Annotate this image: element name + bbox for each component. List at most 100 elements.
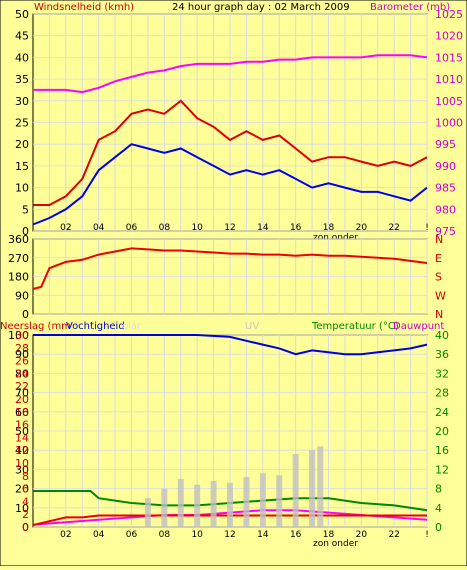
solar-bar bbox=[276, 475, 283, 527]
solar-bar bbox=[144, 498, 151, 527]
x-tick-label: 08 bbox=[159, 530, 171, 540]
y-left-rain-tick-label: 28 bbox=[15, 342, 29, 355]
y-left-tick-label: 45 bbox=[15, 30, 29, 43]
x-tick-label: 18 bbox=[323, 530, 335, 540]
y-left-tick-label: 10 bbox=[15, 502, 29, 515]
y-left-tick-label: 15 bbox=[15, 160, 29, 173]
y-left-tick-label: 180 bbox=[8, 271, 29, 284]
x-tick-label: 22 bbox=[388, 530, 399, 540]
y-left-tick-label: 40 bbox=[15, 51, 29, 64]
y-left-tick-label: 360 bbox=[8, 233, 29, 246]
y-left-rain-tick-label: 24 bbox=[15, 367, 29, 380]
dewpoint-label: Dauwpunt bbox=[393, 321, 444, 332]
solar-bar bbox=[227, 482, 233, 527]
y-left-tick-label: 10 bbox=[15, 182, 29, 195]
y-left-tick-label: 35 bbox=[15, 73, 29, 86]
series-line bbox=[33, 99, 428, 206]
y-right-tick-label: 40 bbox=[435, 329, 449, 342]
y-left-tick-label: 40 bbox=[15, 444, 29, 457]
x-tick-label: 08 bbox=[159, 223, 171, 233]
solar-bar bbox=[243, 477, 250, 527]
y-right-tick-label: N bbox=[435, 308, 443, 321]
y-left-tick-label: 20 bbox=[15, 138, 29, 151]
y-right-tick-label: S bbox=[435, 271, 442, 284]
y-right-tick-label: 28 bbox=[435, 387, 449, 400]
y-right-tick-label: 8 bbox=[435, 483, 442, 496]
x-tick-label: 22 bbox=[388, 223, 399, 233]
y-left-rain-tick-label: 2 bbox=[22, 508, 29, 521]
humidity-label: Vochtigheid bbox=[66, 321, 125, 332]
header-left-label: Windsnelheid (kmh) bbox=[34, 2, 134, 13]
y-left-tick-label: 60 bbox=[15, 406, 29, 419]
y-left-tick-label: 20 bbox=[15, 483, 29, 496]
x-tick-label: 12 bbox=[224, 223, 235, 233]
y-right-tick-label: 975 bbox=[435, 225, 456, 238]
series-line bbox=[33, 334, 428, 356]
y-left-tick-label: 0 bbox=[22, 521, 29, 534]
y-right-tick-label: 36 bbox=[435, 348, 449, 361]
header-right-label: Barometer (mb) bbox=[370, 2, 450, 13]
solar-bar bbox=[292, 454, 299, 527]
x-tick-label: 18 bbox=[323, 223, 335, 233]
y-left-tick-label: 30 bbox=[15, 463, 29, 476]
y-right-tick-label: 20 bbox=[435, 425, 449, 438]
solar-bar bbox=[309, 450, 316, 527]
y-right-tick-label: 1010 bbox=[435, 73, 463, 86]
rain-label: Neerslag (mm bbox=[0, 321, 71, 332]
x-tick-label: 10 bbox=[191, 530, 203, 540]
x-tick-label: 06 bbox=[126, 530, 138, 540]
x-tick-label: 16 bbox=[290, 530, 302, 540]
y-left-rain-tick-label: 18 bbox=[15, 406, 29, 419]
x-tick-label: 14 bbox=[257, 530, 269, 540]
uv-label: UV bbox=[245, 321, 259, 332]
x-tick-label: 04 bbox=[93, 223, 105, 233]
sunset-label: zon onder bbox=[313, 539, 358, 549]
y-right-tick-label: 24 bbox=[435, 406, 449, 419]
y-left-rain-tick-label: 26 bbox=[15, 355, 29, 368]
y-right-tick-label: E bbox=[435, 252, 442, 265]
y-left-tick-label: 5 bbox=[22, 203, 29, 216]
solar-bar bbox=[259, 473, 266, 527]
y-right-tick-label: 32 bbox=[435, 367, 449, 380]
y-left-tick-label: 25 bbox=[15, 117, 29, 130]
y-right-tick-label: N bbox=[435, 233, 443, 246]
y-right-tick-label: 16 bbox=[435, 444, 449, 457]
y-right-tick-label: 990 bbox=[435, 160, 456, 173]
y-left-rain-tick-label: 6 bbox=[22, 483, 29, 496]
series-line bbox=[33, 54, 428, 94]
y-left-rain-tick-label: 0 bbox=[22, 521, 29, 534]
x-tick-label: 04 bbox=[93, 530, 105, 540]
x-tick-label: 20 bbox=[356, 223, 368, 233]
y-right-tick-label: 995 bbox=[435, 138, 456, 151]
y-right-tick-label: 1020 bbox=[435, 30, 463, 43]
y-left-tick-label: 0 bbox=[22, 308, 29, 321]
y-left-tick-label: 0 bbox=[22, 225, 29, 238]
series-line bbox=[32, 143, 428, 226]
y-right-tick-label: 1005 bbox=[435, 95, 463, 108]
y-right-tick-label: 0 bbox=[435, 521, 442, 534]
y-left-rain-tick-label: 14 bbox=[15, 431, 29, 444]
y-left-rain-tick-label: 12 bbox=[15, 444, 29, 457]
x-tick-label: 12 bbox=[224, 530, 235, 540]
solar-bar bbox=[317, 446, 324, 527]
y-left-rain-tick-label: 4 bbox=[22, 495, 29, 508]
header-title: 24 hour graph day : 02 March 2009 bbox=[172, 2, 350, 13]
y-left-tick-label: 80 bbox=[15, 367, 29, 380]
x-tick-label: 10 bbox=[191, 223, 203, 233]
y-left-rain-tick-label: 22 bbox=[15, 380, 29, 393]
y-right-tick-label: 980 bbox=[435, 203, 456, 216]
y-left-tick-label: 270 bbox=[8, 252, 29, 265]
x-tick-label: 02 bbox=[60, 530, 71, 540]
y-left-tick-label: 90 bbox=[15, 289, 29, 302]
series-line bbox=[32, 247, 428, 290]
x-tick-label: ! bbox=[425, 530, 429, 540]
y-left-tick-label: 50 bbox=[15, 8, 29, 21]
x-tick-label: 16 bbox=[290, 223, 302, 233]
temperature-label: Temperatuur (°C) bbox=[311, 321, 399, 332]
y-left-tick-label: 90 bbox=[15, 348, 29, 361]
series-line bbox=[32, 514, 427, 527]
x-tick-label: 14 bbox=[257, 223, 269, 233]
y-right-tick-label: 12 bbox=[435, 463, 449, 476]
